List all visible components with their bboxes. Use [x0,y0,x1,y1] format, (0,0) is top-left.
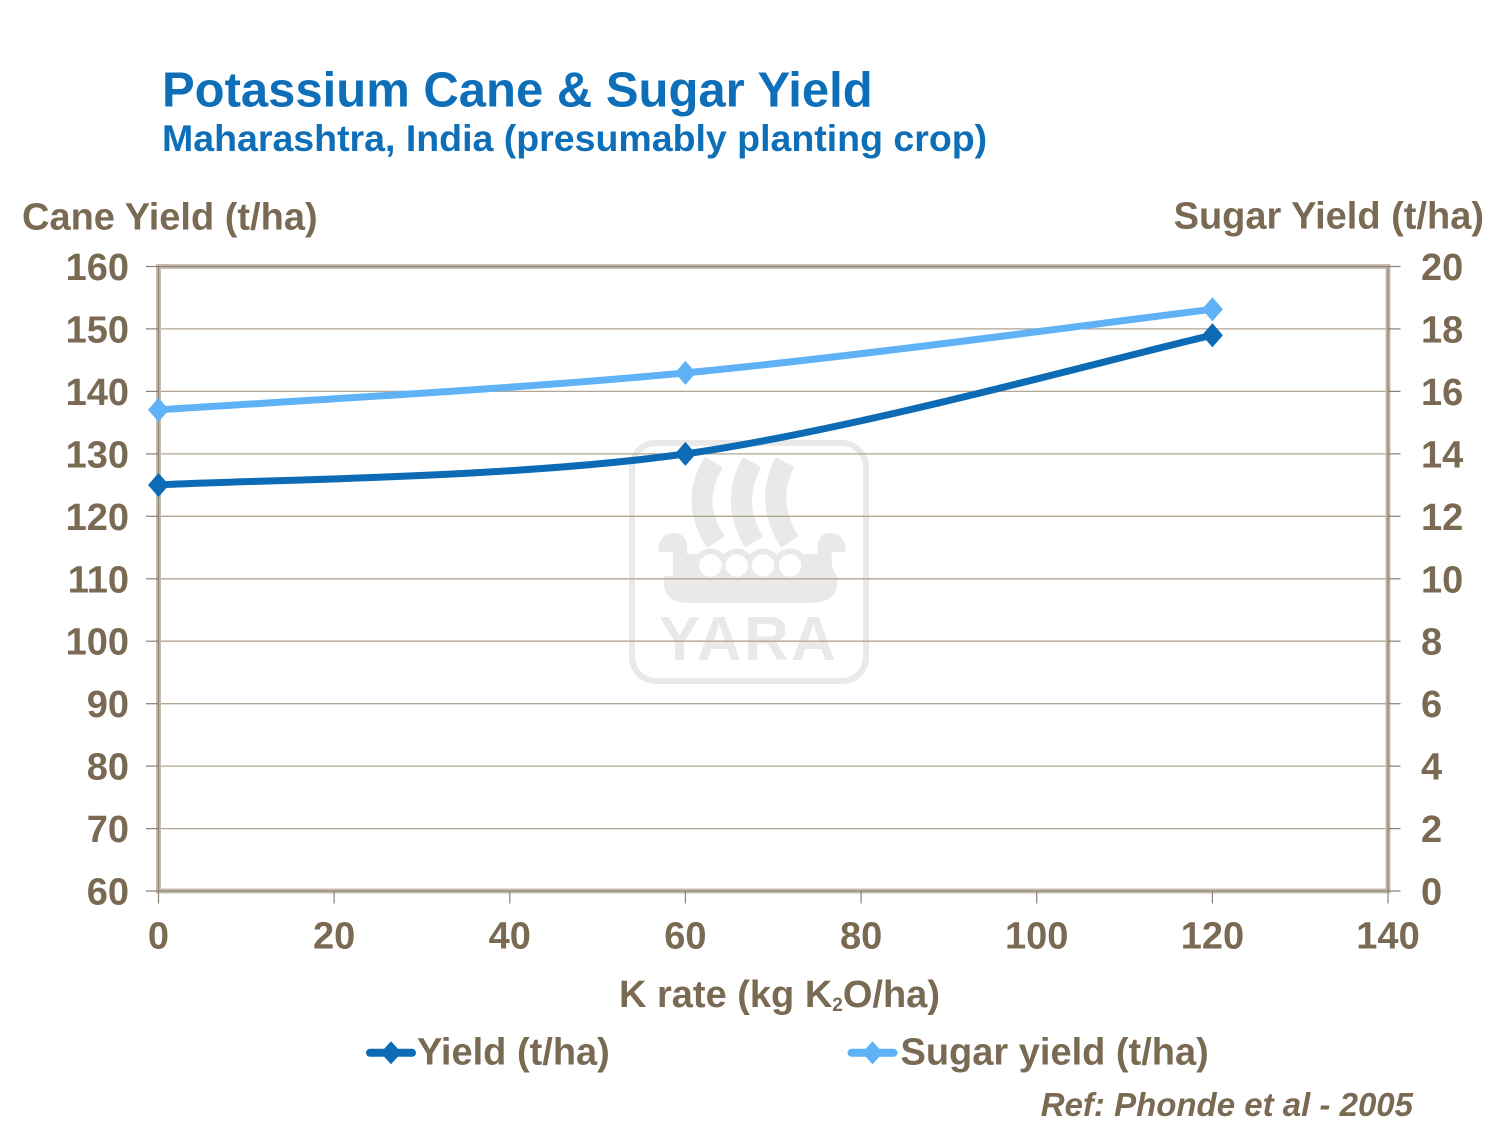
svg-text:120: 120 [66,497,129,539]
svg-text:18: 18 [1421,309,1463,351]
svg-text:60: 60 [664,916,706,958]
svg-text:YARA: YARA [659,605,838,674]
svg-text:12: 12 [1421,497,1463,539]
svg-text:6: 6 [1421,684,1442,726]
svg-text:70: 70 [87,809,129,851]
svg-text:Yield (t/ha): Yield (t/ha) [417,1032,610,1074]
svg-text:2: 2 [1421,809,1442,851]
svg-text:Sugar yield (t/ha): Sugar yield (t/ha) [901,1032,1209,1074]
svg-text:Ref: Phonde et al - 2005: Ref: Phonde et al - 2005 [1041,1086,1414,1123]
svg-text:110: 110 [68,559,129,601]
svg-text:130: 130 [66,434,129,476]
svg-text:100: 100 [1005,916,1068,958]
svg-text:8: 8 [1421,622,1442,664]
svg-text:10: 10 [1421,559,1463,601]
svg-text:80: 80 [87,747,129,789]
svg-text:140: 140 [1356,916,1419,958]
svg-text:100: 100 [66,622,129,664]
svg-text:Potassium Cane & Sugar Yield: Potassium Cane & Sugar Yield [162,64,873,118]
svg-text:Sugar Yield (t/ha): Sugar Yield (t/ha) [1174,196,1484,238]
svg-text:20: 20 [313,916,355,958]
svg-text:40: 40 [489,916,531,958]
svg-text:4: 4 [1421,747,1442,789]
svg-text:14: 14 [1421,434,1463,476]
svg-text:90: 90 [87,684,129,726]
svg-text:Cane Yield (t/ha): Cane Yield (t/ha) [22,197,318,239]
svg-text:150: 150 [66,309,129,351]
svg-text:Maharashtra, India (presumably: Maharashtra, India (presumably planting … [162,117,987,159]
svg-text:K rate (kg K2O/ha): K rate (kg K2O/ha) [619,974,940,1016]
svg-text:0: 0 [1421,872,1442,914]
svg-text:80: 80 [840,916,882,958]
svg-text:16: 16 [1421,372,1463,414]
svg-text:120: 120 [1181,916,1244,958]
svg-text:0: 0 [148,916,169,958]
svg-text:60: 60 [87,872,129,914]
svg-text:160: 160 [66,247,129,289]
svg-text:140: 140 [66,372,129,414]
svg-text:20: 20 [1421,247,1463,289]
